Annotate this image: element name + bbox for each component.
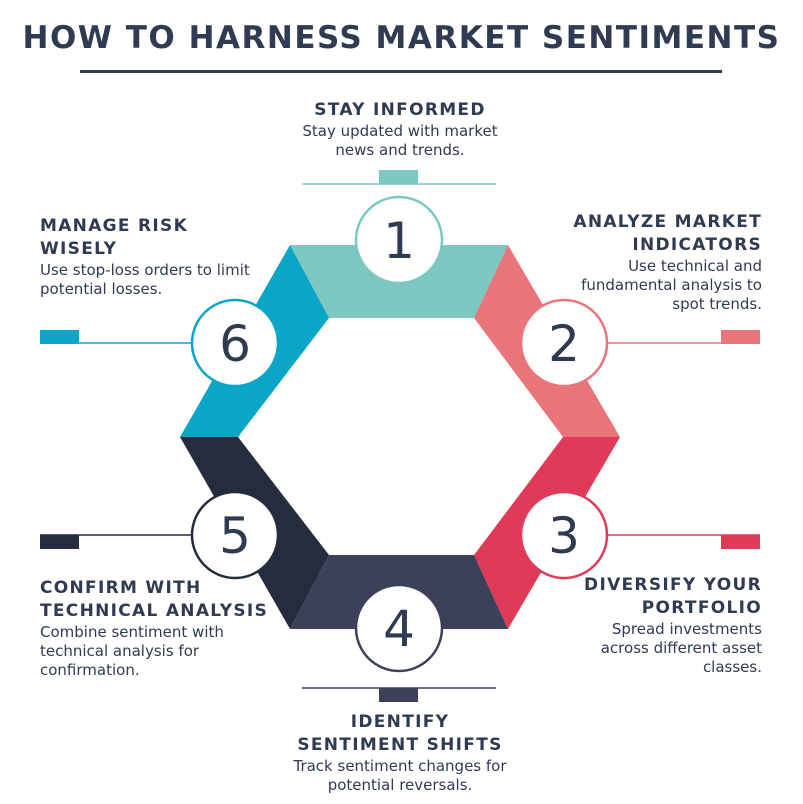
step-3-number: 3 [548, 507, 580, 565]
connector-4-marker [379, 688, 418, 702]
step-3-description: Spread investments across different asse… [600, 620, 762, 676]
step-1-description: Stay updated with market news and trends… [302, 122, 498, 159]
step-2-badge: 2 [519, 298, 609, 388]
step-3-badge: 3 [519, 490, 609, 580]
connector-3-marker [721, 535, 760, 549]
step-5-badge: 5 [190, 490, 280, 580]
step-4-number: 4 [383, 600, 415, 658]
step-1-badge: 1 [354, 195, 444, 285]
step-4-heading: IDENTIFY SENTIMENT SHIFTS [297, 712, 503, 755]
page-title: HOW TO HARNESS MARKET SENTIMENTS [22, 20, 781, 56]
connector-2-marker [721, 330, 760, 344]
step-6-number: 6 [219, 315, 251, 373]
step-1-text: STAY INFORMED Stay updated with market n… [250, 99, 550, 160]
step-5-number: 5 [219, 507, 251, 565]
step-6-text: MANAGE RISK WISELY Use stop-loss orders … [40, 215, 270, 299]
step-1-number: 1 [383, 212, 415, 270]
step-6-description: Use stop-loss orders to limit potential … [40, 261, 250, 298]
step-5-heading: CONFIRM WITH TECHNICAL ANALYSIS [40, 578, 269, 621]
connector-6-marker [40, 330, 79, 344]
step-6-badge: 6 [190, 298, 280, 388]
step-1-heading: STAY INFORMED [314, 100, 486, 120]
step-2-heading: ANALYZE MARKET INDICATORS [573, 212, 762, 255]
connector-5-marker [40, 535, 79, 549]
step-6-heading: MANAGE RISK WISELY [40, 216, 189, 259]
step-3-text: DIVERSIFY YOUR PORTFOLIO Spread investme… [540, 574, 762, 677]
step-5-description: Combine sentiment with technical analysi… [40, 623, 224, 679]
connector-1-marker [379, 170, 418, 184]
title-underline [80, 70, 722, 73]
step-4-description: Track sentiment changes for potential re… [293, 757, 507, 794]
step-2-text: ANALYZE MARKET INDICATORS Use technical … [540, 211, 762, 314]
step-2-number: 2 [548, 315, 580, 373]
step-3-heading: DIVERSIFY YOUR PORTFOLIO [584, 575, 762, 618]
step-5-text: CONFIRM WITH TECHNICAL ANALYSIS Combine … [40, 577, 290, 680]
step-4-text: IDENTIFY SENTIMENT SHIFTS Track sentimen… [270, 711, 530, 795]
step-2-description: Use technical and fundamental analysis t… [581, 257, 762, 313]
step-4-badge: 4 [354, 583, 444, 673]
